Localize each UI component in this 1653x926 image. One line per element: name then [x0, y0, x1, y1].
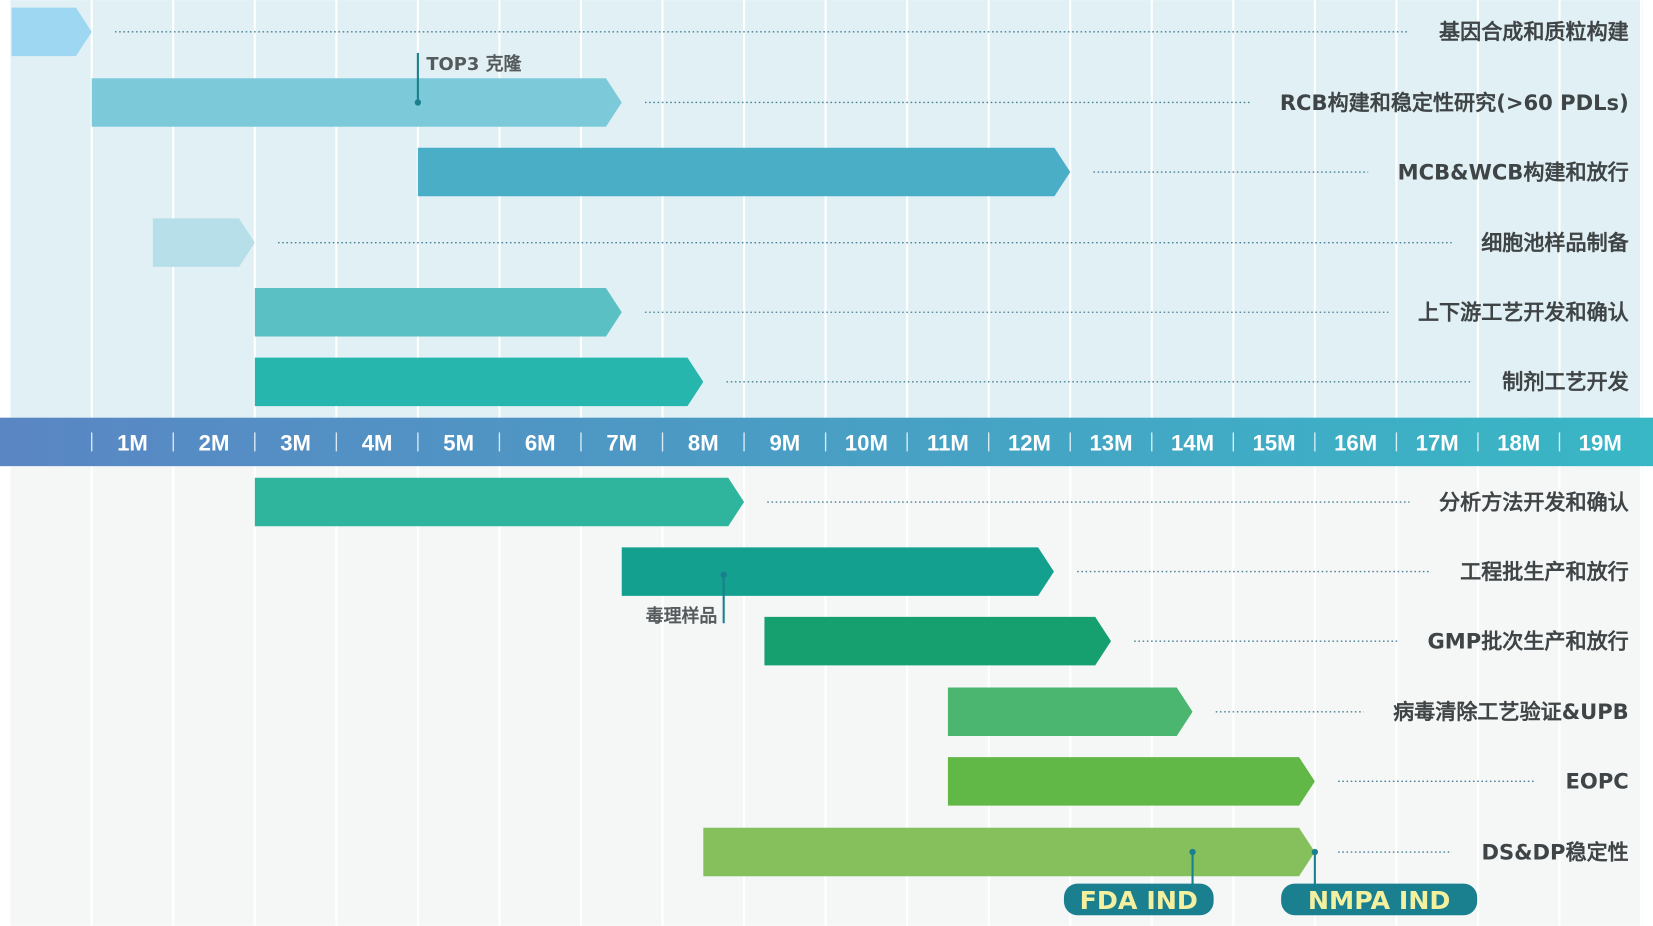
tick-label: 18M [1497, 430, 1540, 455]
tick-label: 5M [443, 430, 474, 455]
tick-label: 17M [1416, 430, 1459, 455]
milestone-dot [1311, 848, 1319, 856]
task-bar [152, 218, 255, 267]
tick-label: 10M [845, 430, 888, 455]
task-bar [91, 78, 622, 127]
tick-label: 4M [362, 430, 393, 455]
task-label: 分析方法开发和确认 [1439, 489, 1630, 514]
annotation-dot [414, 99, 422, 106]
task-label: GMP批次生产和放行 [1427, 629, 1628, 654]
tick-label: 19M [1579, 430, 1622, 455]
tick-label: 3M [280, 430, 311, 455]
task-bar [947, 687, 1193, 737]
task-row: 制剂工艺开发 [254, 357, 1630, 407]
task-bar [417, 147, 1071, 197]
task-label: 工程批生产和放行 [1460, 559, 1629, 584]
task-label: MCB&WCB构建和放行 [1398, 159, 1629, 184]
task-row: RCB构建和稳定性研究(>60 PDLs) [91, 78, 1629, 127]
tick-label: 7M [606, 430, 637, 455]
tick-label: 9M [769, 430, 800, 455]
task-row: 病毒清除工艺验证&UPB [947, 687, 1629, 737]
task-label: 细胞池样品制备 [1481, 230, 1629, 255]
task-label: DS&DP稳定性 [1482, 839, 1629, 864]
milestone-dot [1189, 848, 1196, 856]
task-label: 制剂工艺开发 [1502, 369, 1629, 394]
milestone-label: NMPA IND [1308, 886, 1451, 915]
task-bar [621, 547, 1054, 596]
task-row: MCB&WCB构建和放行 [417, 147, 1629, 197]
annotation-label: 毒理样品 [646, 605, 718, 627]
tick-label: 6M [525, 430, 556, 455]
task-bar [254, 477, 745, 527]
tick-label: 13M [1089, 430, 1132, 455]
milestone-badge [1063, 883, 1214, 916]
task-bar [254, 357, 704, 407]
task-bar [703, 827, 1315, 877]
task-bar [254, 288, 622, 337]
timeline-band [0, 417, 1653, 467]
task-label: 上下游工艺开发和确认 [1418, 300, 1630, 325]
task-label: RCB构建和稳定性研究(>60 PDLs) [1280, 90, 1629, 115]
task-bar [947, 757, 1315, 806]
task-bar [764, 616, 1112, 666]
task-row: GMP批次生产和放行 [764, 616, 1629, 666]
tick-label: 15M [1253, 430, 1296, 455]
task-label: EOPC [1566, 769, 1629, 794]
task-row: 分析方法开发和确认 [254, 477, 1630, 527]
task-row: EOPC [947, 757, 1629, 806]
annotation-dot [720, 571, 727, 578]
tick-label: 14M [1171, 430, 1214, 455]
milestone-badge [1281, 883, 1478, 916]
tick-label: 1M [117, 430, 148, 455]
milestone-label: FDA IND [1080, 886, 1198, 915]
tick-label: 2M [199, 430, 230, 455]
annotation-label: TOP3 克隆 [426, 53, 522, 75]
task-row: 基因合成和质粒构建 [11, 7, 1630, 57]
tick-label: 12M [1008, 430, 1051, 455]
task-row: 细胞池样品制备 [152, 218, 1630, 267]
tick-label: 8M [688, 430, 719, 455]
task-row: 上下游工艺开发和确认 [254, 288, 1630, 337]
tick-label: 16M [1334, 430, 1377, 455]
task-bar [11, 7, 92, 57]
task-row: DS&DP稳定性 [703, 827, 1629, 877]
tick-label: 11M [927, 430, 969, 455]
task-row: 工程批生产和放行 [621, 547, 1629, 596]
task-label: 病毒清除工艺验证&UPB [1393, 699, 1629, 724]
task-label: 基因合成和质粒构建 [1439, 19, 1630, 44]
